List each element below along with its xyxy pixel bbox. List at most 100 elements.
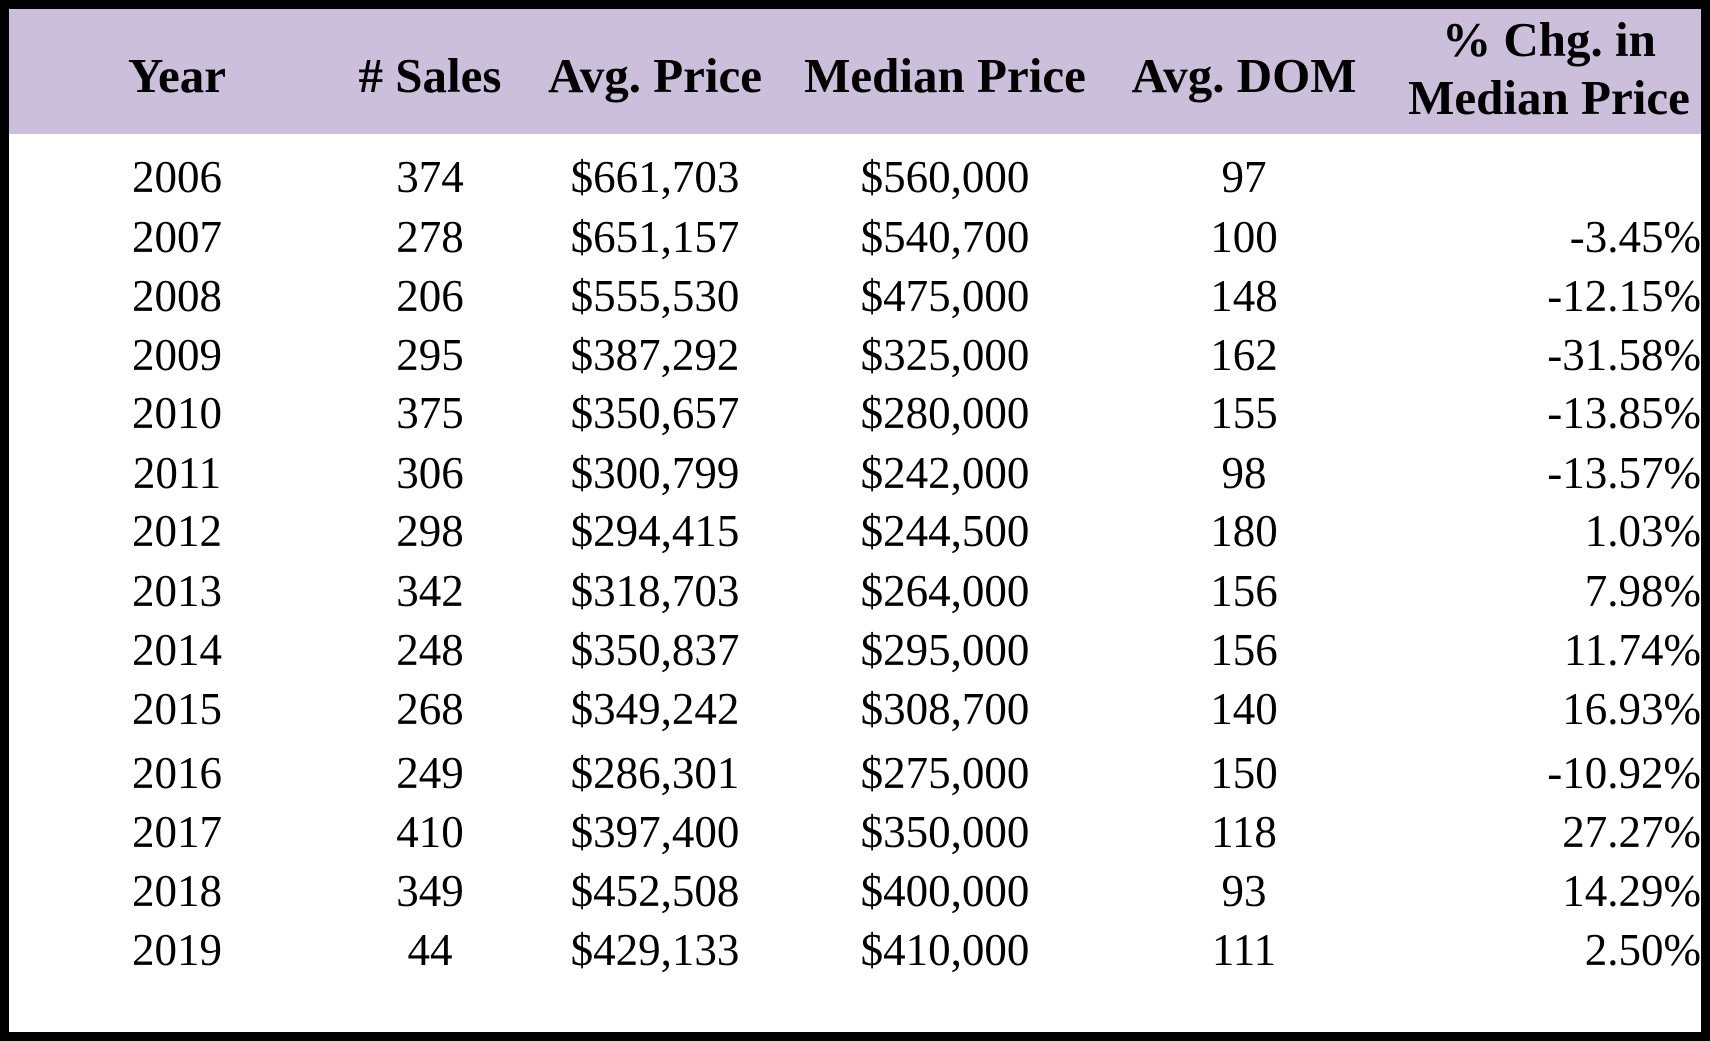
cell-sales: 298 [396,506,464,556]
cell-median-price: $325,000 [860,330,1030,380]
cell-avg-price: $300,799 [570,448,740,498]
table-row: 2006 374 $661,703 $560,000 97 [9,145,1701,209]
cell-avg-price: $286,301 [570,748,740,798]
cell-avg-dom: 93 [1221,866,1267,916]
table-row: 2016 249 $286,301 $275,000 150 -10.92% [9,741,1701,805]
table-row: 2013 342 $318,703 $264,000 156 7.98% [9,559,1701,623]
cell-median-price: $308,700 [860,684,1030,734]
cell-year: 2009 [132,330,222,380]
cell-pct-change: 7.98% [1584,566,1701,616]
cell-median-price: $540,700 [860,212,1030,262]
cell-avg-dom: 155 [1210,388,1278,438]
header-median-price: Median Price [804,48,1086,103]
table-row: 2007 278 $651,157 $540,700 100 -3.45% [9,205,1701,269]
cell-year: 2015 [132,684,222,734]
cell-avg-dom: 156 [1210,566,1278,616]
header-pct-change: % Chg. in Median Price [1397,11,1701,127]
cell-avg-price: $318,703 [570,566,740,616]
cell-year: 2010 [132,388,222,438]
cell-sales: 295 [396,330,464,380]
cell-year: 2014 [132,625,222,675]
header-sales: # Sales [358,48,502,103]
table-row: 2017 410 $397,400 $350,000 118 27.27% [9,800,1701,864]
cell-pct-change: -13.85% [1547,388,1701,438]
cell-median-price: $410,000 [860,925,1030,975]
cell-median-price: $475,000 [860,271,1030,321]
cell-sales: 44 [407,925,453,975]
header-year: Year [128,48,226,103]
cell-sales: 410 [396,807,464,857]
cell-sales: 268 [396,684,464,734]
cell-pct-change: -10.92% [1547,748,1701,798]
cell-year: 2013 [132,566,222,616]
cell-pct-change: -13.57% [1547,448,1701,498]
cell-median-price: $242,000 [860,448,1030,498]
cell-sales: 206 [396,271,464,321]
cell-sales: 249 [396,748,464,798]
table-row: 2019 44 $429,133 $410,000 111 2.50% [9,918,1701,982]
table-row: 2012 298 $294,415 $244,500 180 1.03% [9,499,1701,563]
cell-median-price: $275,000 [860,748,1030,798]
cell-pct-change: -3.45% [1569,212,1701,262]
cell-year: 2019 [132,925,222,975]
table-row: 2010 375 $350,657 $280,000 155 -13.85% [9,381,1701,445]
cell-avg-dom: 97 [1221,152,1267,202]
cell-median-price: $295,000 [860,625,1030,675]
cell-year: 2011 [132,448,222,498]
cell-avg-price: $387,292 [570,330,740,380]
cell-sales: 306 [396,448,464,498]
cell-sales: 349 [396,866,464,916]
cell-avg-price: $452,508 [570,866,740,916]
cell-median-price: $280,000 [860,388,1030,438]
cell-avg-dom: 98 [1221,448,1267,498]
cell-avg-dom: 150 [1210,748,1278,798]
header-avg-dom: Avg. DOM [1131,48,1357,103]
cell-year: 2007 [132,212,222,262]
cell-pct-change: -31.58% [1547,330,1701,380]
cell-avg-price: $555,530 [570,271,740,321]
header-pct-change-line1: % Chg. in [1442,12,1656,67]
table-row: 2014 248 $350,837 $295,000 156 11.74% [9,618,1701,682]
header-avg-price: Avg. Price [547,48,763,103]
cell-pct-change: 1.03% [1584,506,1701,556]
cell-avg-dom: 100 [1210,212,1278,262]
cell-avg-price: $294,415 [570,506,740,556]
cell-pct-change: 2.50% [1584,925,1701,975]
cell-sales: 278 [396,212,464,262]
cell-sales: 342 [396,566,464,616]
table-row: 2008 206 $555,530 $475,000 148 -12.15% [9,264,1701,328]
cell-avg-dom: 148 [1210,271,1278,321]
cell-year: 2008 [132,271,222,321]
cell-median-price: $350,000 [860,807,1030,857]
cell-avg-price: $429,133 [570,925,740,975]
cell-avg-price: $350,837 [570,625,740,675]
header-pct-change-line2: Median Price [1408,70,1690,125]
cell-pct-change: 27.27% [1562,807,1701,857]
table-row: 2011 306 $300,799 $242,000 98 -13.57% [9,441,1701,505]
cell-avg-dom: 156 [1210,625,1278,675]
cell-pct-change: 11.74% [1563,625,1701,675]
table-header: Year # Sales Avg. Price Median Price Avg… [9,9,1701,134]
cell-median-price: $264,000 [860,566,1030,616]
cell-year: 2012 [132,506,222,556]
cell-median-price: $244,500 [860,506,1030,556]
cell-avg-price: $350,657 [570,388,740,438]
cell-median-price: $400,000 [860,866,1030,916]
cell-year: 2017 [132,807,222,857]
table-row: 2009 295 $387,292 $325,000 162 -31.58% [9,323,1701,387]
cell-year: 2018 [132,866,222,916]
table-row: 2015 268 $349,242 $308,700 140 16.93% [9,677,1701,741]
cell-avg-price: $661,703 [570,152,740,202]
cell-avg-price: $349,242 [570,684,740,734]
cell-year: 2006 [132,152,222,202]
cell-avg-price: $397,400 [570,807,740,857]
cell-year: 2016 [132,748,222,798]
table-row: 2018 349 $452,508 $400,000 93 14.29% [9,859,1701,923]
cell-avg-dom: 162 [1210,330,1278,380]
cell-pct-change: 16.93% [1562,684,1701,734]
cell-avg-price: $651,157 [570,212,740,262]
cell-avg-dom: 111 [1211,925,1277,975]
cell-median-price: $560,000 [860,152,1030,202]
cell-sales: 248 [396,625,464,675]
